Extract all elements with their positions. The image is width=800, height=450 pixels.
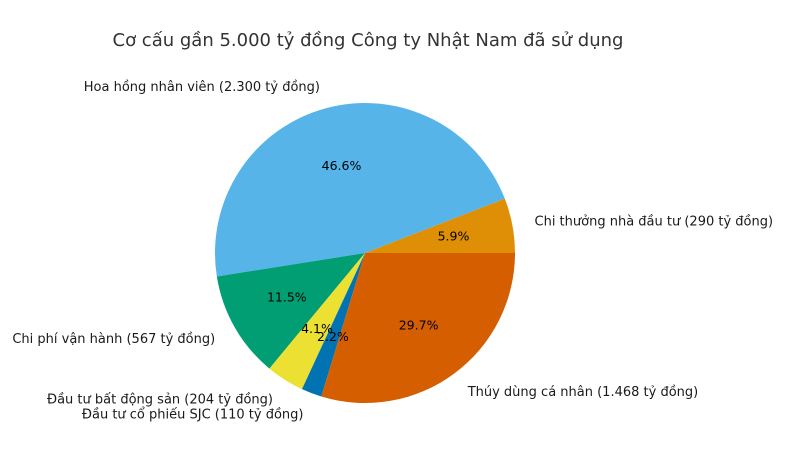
pie-slice-5 xyxy=(301,253,365,397)
pie-slice-6 xyxy=(321,253,515,404)
pie-slice-2 xyxy=(215,103,505,277)
chart-title: Cơ cấu gần 5.000 tỷ đồng Công ty Nhật Na… xyxy=(113,30,624,51)
percent-label-4: 4.1% xyxy=(301,321,333,336)
slice-label-4: Đầu tư bất động sản (204 tỷ đồng) xyxy=(47,392,273,407)
percent-label-3: 11.5% xyxy=(267,290,307,305)
percent-label-5: 2.2% xyxy=(317,329,349,344)
percent-label-6: 29.7% xyxy=(399,317,439,332)
slice-label-1: Chi thưởng nhà đầu tư (290 tỷ đồng) xyxy=(535,215,774,230)
slice-label-2: Hoa hồng nhân viên (2.300 tỷ đồng) xyxy=(84,80,320,95)
slice-label-6: Thúy dùng cá nhân (1.468 tỷ đồng) xyxy=(467,385,699,400)
pie-slice-1 xyxy=(365,198,515,253)
slice-label-3: Chi phí vận hành (567 tỷ đồng) xyxy=(12,332,215,347)
slice-label-5: Đầu tư cổ phiếu SJC (110 tỷ đồng) xyxy=(82,408,304,423)
percent-label-2: 46.6% xyxy=(322,158,362,173)
pie-labels-group: 5.9% Chi thưởng nhà đầu tư (290 tỷ đồng) 4… xyxy=(12,80,773,423)
pie-slices-group xyxy=(215,103,515,404)
pie-slice-4 xyxy=(269,253,365,390)
pie-slice-3 xyxy=(216,253,365,369)
percent-label-1: 5.9% xyxy=(438,228,470,243)
